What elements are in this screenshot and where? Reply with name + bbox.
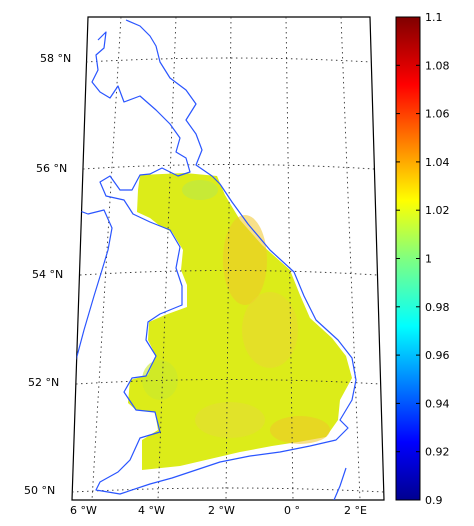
field-shape	[128, 173, 352, 470]
colorbar-tick-label: 1	[425, 253, 432, 266]
colorbar-tick-label: 0.96	[425, 349, 450, 362]
coastline-ireland	[72, 207, 113, 361]
colorbar-labels: 1.1 1.08 1.06 1.04 1.02 1 0.98 0.96 0.94 0.92 0.9	[425, 11, 450, 507]
colorbar-tick-label: 0.92	[425, 446, 450, 459]
coastline	[72, 19, 357, 500]
lat-label-52: 52 °N	[28, 376, 59, 389]
data-field	[128, 173, 352, 470]
colorbar-tick-label: 0.9	[425, 494, 443, 507]
graticule-lon-6w	[91, 17, 122, 500]
lon-label-2e: 2 °E	[344, 504, 367, 517]
lat-label-58: 58 °N	[40, 52, 71, 65]
graticule-lon-2w	[225, 17, 232, 500]
lon-label-0: 0 °	[284, 504, 300, 517]
field-hotspot-southeast	[270, 416, 330, 444]
lon-label-2w: 2 °W	[208, 504, 235, 517]
colorbar-tick-label: 1.1	[425, 11, 443, 24]
graticule-lat-56	[82, 164, 375, 170]
field-cool-patch	[182, 180, 218, 200]
coastline-france	[333, 467, 347, 500]
lat-label-50: 50 °N	[24, 484, 55, 497]
colorbar-tick-label: 1.04	[425, 156, 450, 169]
colorbar-tick-label: 1.02	[425, 204, 450, 217]
lat-label-54: 54 °N	[32, 268, 63, 281]
graticule-lat-52	[75, 379, 381, 385]
lon-label-6w: 6 °W	[70, 504, 97, 517]
lon-label-4w: 4 °W	[138, 504, 165, 517]
lat-label-56: 56 °N	[36, 162, 67, 175]
colorbar-tick-label: 0.94	[425, 397, 450, 410]
graticule-lon-0	[285, 17, 294, 500]
graticule-lon-4w	[157, 17, 177, 500]
field-hotspot-south	[195, 402, 265, 438]
coastline-great-britain	[91, 19, 357, 495]
colorbar-tick-label: 1.06	[425, 108, 450, 121]
field-hotspot-north	[223, 215, 267, 305]
field-west-patch	[142, 360, 178, 400]
graticule-lon-2e	[340, 17, 361, 500]
graticule-lat-50	[72, 487, 384, 493]
colorbar-ticks	[396, 16, 420, 501]
colorbar-tick-label: 0.98	[425, 301, 450, 314]
colorbar-tick-label: 1.08	[425, 59, 450, 72]
field-hotspot-midlands	[242, 292, 298, 368]
graticule	[72, 17, 384, 500]
